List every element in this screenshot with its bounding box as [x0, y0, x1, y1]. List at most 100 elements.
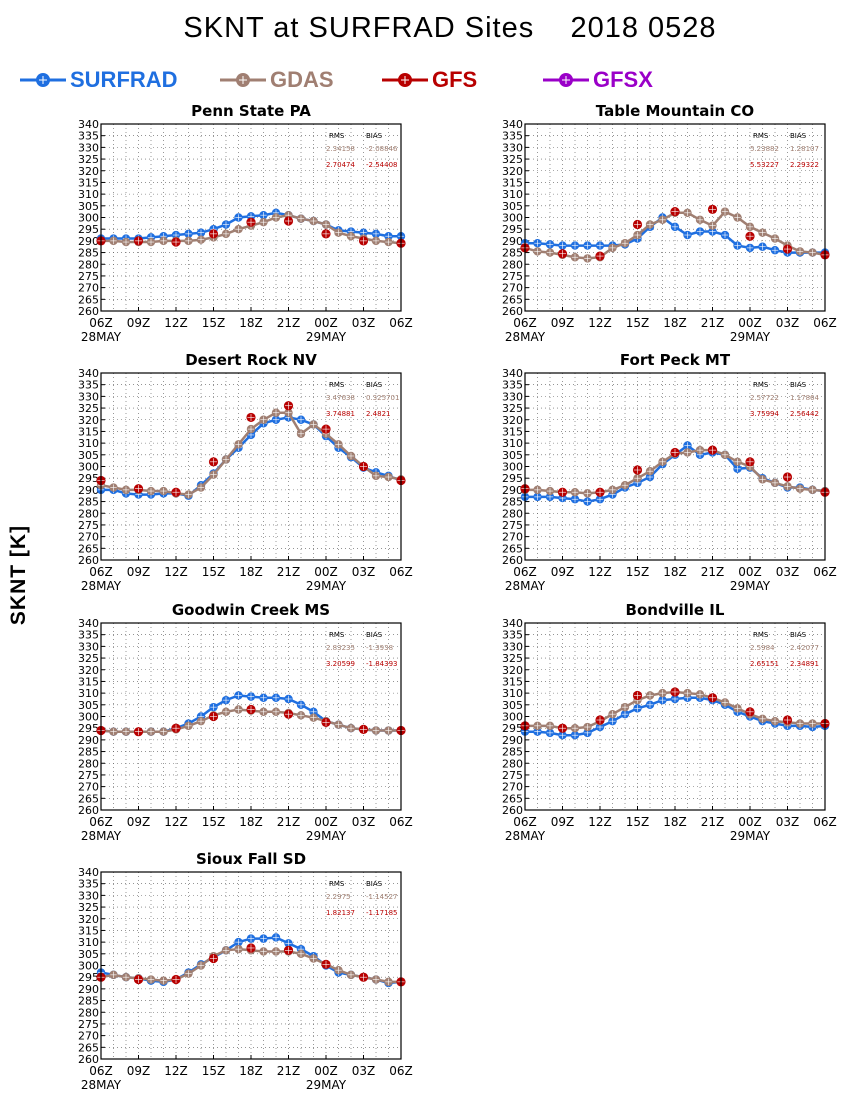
x-tick-label: 21Z [701, 815, 725, 829]
y-tick-label: 315 [502, 675, 523, 688]
y-tick-label: 330 [502, 141, 523, 154]
x-tick-label: 21Z [277, 1064, 301, 1078]
stats-gdas-rms: 3.47638 [326, 394, 355, 402]
x-tick-label: 15Z [626, 565, 650, 579]
y-tick-label: 280 [78, 258, 99, 271]
legend-marker-gfsx [543, 73, 589, 87]
y-tick-label: 325 [78, 652, 99, 665]
y-tick-label: 265 [78, 792, 99, 805]
stats-gfs-rms: 1.82137 [326, 909, 355, 917]
y-tick-label: 280 [78, 507, 99, 520]
y-tick-label: 315 [78, 425, 99, 438]
y-tick-label: 310 [78, 437, 99, 450]
stats-gdas-rms: 2.57722 [750, 394, 779, 402]
y-tick-label: 265 [502, 542, 523, 555]
y-tick-label: 270 [502, 531, 523, 544]
stats-bias-header: BIAS [790, 631, 807, 639]
series-gfs [520, 445, 830, 497]
y-tick-label: 335 [78, 130, 99, 143]
y-tick-label: 260 [502, 305, 523, 318]
plot-frame [100, 622, 402, 811]
stats-gfs-bias: -1.84393 [366, 660, 397, 668]
x-tick-label: 15Z [202, 815, 226, 829]
y-tick-label: 295 [78, 472, 99, 485]
y-tick-label: 280 [78, 1006, 99, 1019]
y-tick-label: 285 [502, 247, 523, 260]
x-tick-label: 06Z [513, 815, 537, 829]
chart-fort-peck-mt: Fort Peck MT2602652702752802852902953003… [502, 351, 837, 593]
chart-title: Desert Rock NV [185, 351, 317, 369]
legend-label-gfs: GFS [432, 67, 478, 92]
plot-frame [100, 871, 402, 1060]
y-tick-label: 275 [78, 769, 99, 782]
stats-gdas-bias: 1.28107 [790, 145, 819, 153]
stats-gdas-bias: -2.08846 [366, 145, 398, 153]
x-tick-label: 03Z [776, 316, 800, 330]
x-tick-label: 03Z [776, 815, 800, 829]
y-tick-label: 320 [78, 664, 99, 677]
y-tick-label: 300 [502, 461, 523, 474]
x-tick-label: 00Z [738, 316, 762, 330]
stats-bias-header: BIAS [366, 631, 383, 639]
y-tick-label: 315 [502, 176, 523, 189]
y-tick-label: 335 [78, 379, 99, 392]
x-tick-label: 06Z [513, 565, 537, 579]
y-tick-label: 320 [502, 664, 523, 677]
y-tick-label: 320 [502, 414, 523, 427]
y-tick-label: 295 [78, 971, 99, 984]
y-tick-label: 315 [502, 425, 523, 438]
chart-title: Fort Peck MT [620, 351, 731, 369]
y-tick-label: 335 [502, 130, 523, 143]
y-tick-label: 325 [502, 402, 523, 415]
stats-gfs-rms: 5.53227 [750, 161, 779, 169]
y-tick-label: 265 [78, 1041, 99, 1054]
x-tick-label: 00Z [314, 1064, 338, 1078]
y-tick-label: 340 [502, 617, 523, 630]
stats-rms-header: RMS [753, 381, 769, 389]
y-tick-label: 260 [78, 1053, 99, 1066]
plot-frame [524, 622, 826, 811]
stats-gfs-bias: 2.34891 [790, 660, 819, 668]
plot-frame [100, 123, 402, 312]
y-tick-label: 315 [78, 176, 99, 189]
x-tick-label: 15Z [202, 565, 226, 579]
x-tick-label: 03Z [352, 1064, 376, 1078]
y-tick-label: 295 [78, 722, 99, 735]
y-tick-label: 310 [78, 936, 99, 949]
x-tick-label: 03Z [352, 565, 376, 579]
page-title: SKNT at SURFRAD Sites 2018 0528 [183, 12, 717, 44]
x-tick-label: 12Z [588, 316, 612, 330]
y-tick-label: 325 [78, 901, 99, 914]
y-tick-label: 280 [502, 507, 523, 520]
date-label: 29MAY [306, 330, 347, 344]
y-tick-label: 285 [78, 247, 99, 260]
stats-gfs-bias: 2.29322 [790, 161, 819, 169]
x-tick-label: 06Z [389, 815, 413, 829]
date-label: 28MAY [505, 829, 546, 843]
stats-gdas-bias: 2.42077 [790, 644, 819, 652]
x-tick-label: 03Z [776, 565, 800, 579]
y-tick-label: 270 [502, 282, 523, 295]
chart-desert-rock-nv: Desert Rock NV26026527027528028529029530… [78, 351, 413, 593]
stats-rms-header: RMS [753, 631, 769, 639]
y-tick-label: 335 [502, 629, 523, 642]
chart-title: Penn State PA [191, 102, 311, 120]
y-tick-label: 300 [78, 711, 99, 724]
stats-bias-header: BIAS [366, 880, 383, 888]
x-tick-label: 06Z [389, 565, 413, 579]
x-tick-label: 21Z [701, 565, 725, 579]
series-gfs [96, 401, 406, 497]
y-tick-label: 270 [502, 781, 523, 794]
y-tick-label: 310 [502, 687, 523, 700]
y-tick-label: 300 [78, 212, 99, 225]
x-tick-label: 12Z [164, 565, 188, 579]
stats-gdas-bias: -1.3938 [366, 644, 393, 652]
y-tick-label: 320 [78, 165, 99, 178]
y-tick-label: 265 [78, 293, 99, 306]
stats-gfs-bias: 2.56442 [790, 410, 819, 418]
stats-bias-header: BIAS [790, 381, 807, 389]
x-tick-label: 03Z [352, 815, 376, 829]
stats-gfs-rms: 3.75994 [750, 410, 779, 418]
y-tick-label: 290 [502, 484, 523, 497]
